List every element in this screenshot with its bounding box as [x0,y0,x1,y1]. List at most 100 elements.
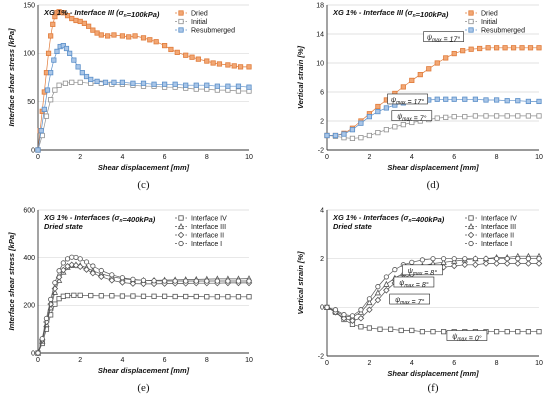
data-point [246,84,252,90]
series-dried [324,45,542,139]
data-point [366,114,373,120]
x-tick-label: 8 [495,154,499,161]
data-point [48,33,54,39]
data-point [193,293,199,300]
data-point [111,32,117,38]
data-point [225,294,231,300]
data-point [383,274,389,280]
subscript-span: max [457,337,467,343]
data-point [60,260,66,266]
data-point [43,113,50,119]
x-tick-label: 6 [452,360,456,367]
data-point [375,129,381,136]
text-span: ψ [395,297,400,304]
data-point [409,259,415,265]
data-point [493,329,500,335]
data-point [375,108,381,115]
x-tick-label: 10 [245,357,253,364]
data-point [39,336,45,342]
data-point [527,45,534,51]
data-point [161,81,168,87]
data-point [52,87,58,93]
data-point [51,57,57,63]
data-point [129,280,137,287]
data-point [172,278,178,284]
data-point [349,127,356,133]
data-point [443,55,449,61]
data-point [48,296,54,302]
data-point [366,132,373,139]
data-point [140,280,147,288]
data-point [64,13,71,19]
y-tick-label: 4 [320,207,324,214]
data-point [235,88,242,94]
data-point [68,261,76,269]
legend-label: Interface II [481,232,514,239]
data-point [536,329,542,335]
data-point [400,122,406,128]
x-tick-label: 2 [78,154,82,161]
data-point [151,278,157,284]
data-point [43,70,50,76]
data-point [119,279,126,286]
data-point [525,329,532,335]
data-point [174,49,180,55]
data-point [77,292,83,298]
chart-panel-c: 0 50 100 150 0 2 4 6 8 10 Shear displacement [mm] I… [7,2,253,191]
data-point [88,292,94,299]
series-initial [324,113,542,141]
data-point [468,46,474,52]
data-point [349,135,356,141]
chart-subtitle: Dried state [44,222,83,231]
chart-title: XG 1% - Interface III (σn=100kPa) [43,8,160,19]
subscript-span: n [408,218,411,224]
data-point [183,293,189,300]
legend-marker [468,215,474,221]
data-point [514,260,522,267]
data-point [358,324,364,330]
data-point [462,96,468,102]
data-point [426,66,432,72]
x-tick-label: 4 [120,154,124,161]
text-span: = 17° [442,36,461,44]
data-point [62,80,69,86]
annotation-box [402,264,443,276]
data-point [45,50,52,56]
data-point [86,23,92,29]
data-point [392,267,398,273]
x-tick-label: 0 [325,154,329,161]
data-point [525,98,532,105]
data-point [366,296,372,302]
data-point [225,62,231,68]
y-tick-label: 2 [320,256,324,263]
x-tick-label: 6 [452,154,456,161]
data-point [341,131,347,137]
data-point [409,327,415,334]
data-point [119,33,125,39]
data-point [60,293,66,299]
x-tick-label: 4 [120,357,124,364]
data-point [94,78,100,84]
x-tick-label: 10 [535,154,543,161]
text-span: =100kPa) [416,10,449,19]
data-point [140,35,147,41]
legend-label: Interface III [191,224,226,231]
data-point [204,82,210,88]
data-point [94,30,100,36]
text-span: = 7° [410,298,425,306]
data-point [60,10,66,16]
data-point [73,254,79,261]
data-point [64,292,71,299]
data-point [88,76,94,83]
x-tick-label: 10 [535,360,543,367]
chart-subtitle: Dried state [333,222,372,231]
data-point [56,268,62,274]
chart-panel-d: -2 2 6 10 14 18 0 2 4 6 8 10 Shear displacement [mm]… [296,2,543,191]
data-point [35,350,41,356]
subscript-span: max [400,300,410,306]
legend-label: Initial [191,19,208,26]
data-point [443,96,449,102]
data-point [434,60,440,66]
data-point [493,113,500,119]
